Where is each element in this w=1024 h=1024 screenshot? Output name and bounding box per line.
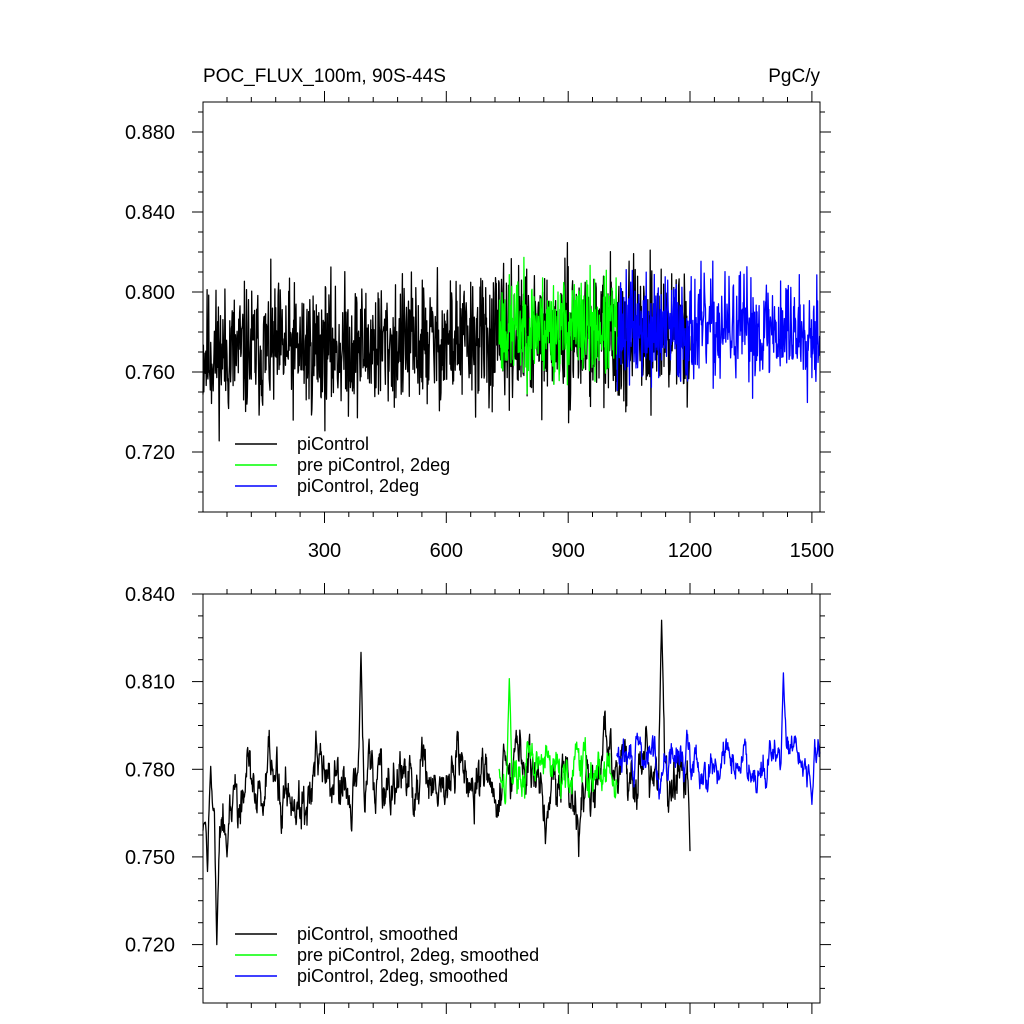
top-plot-frame — [202, 101, 821, 513]
x-tick-label: 600 — [430, 540, 463, 562]
y-tick-label: 0.780 — [125, 759, 175, 781]
x-tick-label: 1200 — [668, 540, 713, 562]
y-tick-label: 0.720 — [125, 442, 175, 464]
y-tick-label: 0.840 — [125, 584, 175, 606]
y-tick-label: 0.840 — [125, 202, 175, 224]
y-tick-label: 0.750 — [125, 847, 175, 869]
x-tick-label: 300 — [308, 540, 341, 562]
bottom-axis-ticks: 0.720 0.750 0.780 0.810 0.840 — [125, 583, 831, 1014]
chart-title: POC_FLUX_100m, 90S-44S — [203, 66, 446, 87]
series-line-1-0 — [202, 619, 691, 946]
series-line-0-1 — [498, 256, 618, 395]
series-line-0-2 — [616, 260, 821, 404]
bottom-series-group — [202, 619, 821, 946]
bottom-plot-frame — [202, 593, 821, 1004]
series-line-1-1 — [498, 678, 618, 805]
x-tick-label: 900 — [552, 540, 585, 562]
y-tick-label: 0.760 — [125, 362, 175, 384]
x-tick-label: 1500 — [790, 540, 835, 562]
legend-label: piControl, 2deg, smoothed — [297, 966, 508, 986]
series-line-1-2 — [616, 672, 821, 805]
y-tick-label: 0.880 — [125, 122, 175, 144]
y-tick-label: 0.720 — [125, 935, 175, 957]
bottom-panel: 0.720 0.750 0.780 0.810 0.840 piControl, smo… — [125, 583, 831, 1014]
y-tick-label: 0.810 — [125, 672, 175, 694]
top-panel: POC_FLUX_100m, 90S-44S PgC/y 0.7200.7600… — [125, 66, 834, 562]
legend-label: piControl, smoothed — [297, 924, 458, 944]
legend-label: pre piControl, 2deg — [297, 455, 450, 475]
top-axis-ticks: 0.720 0.760 0.800 0.840 0.880 300 600 900 1200 15… — [125, 91, 834, 562]
legend-label: piControl — [297, 434, 369, 454]
legend-label: piControl, 2deg — [297, 476, 419, 496]
top-series-group — [202, 242, 821, 442]
y-tick-label: 0.800 — [125, 282, 175, 304]
legend-label: pre piControl, 2deg, smoothed — [297, 945, 539, 965]
units-label: PgC/y — [768, 66, 820, 87]
